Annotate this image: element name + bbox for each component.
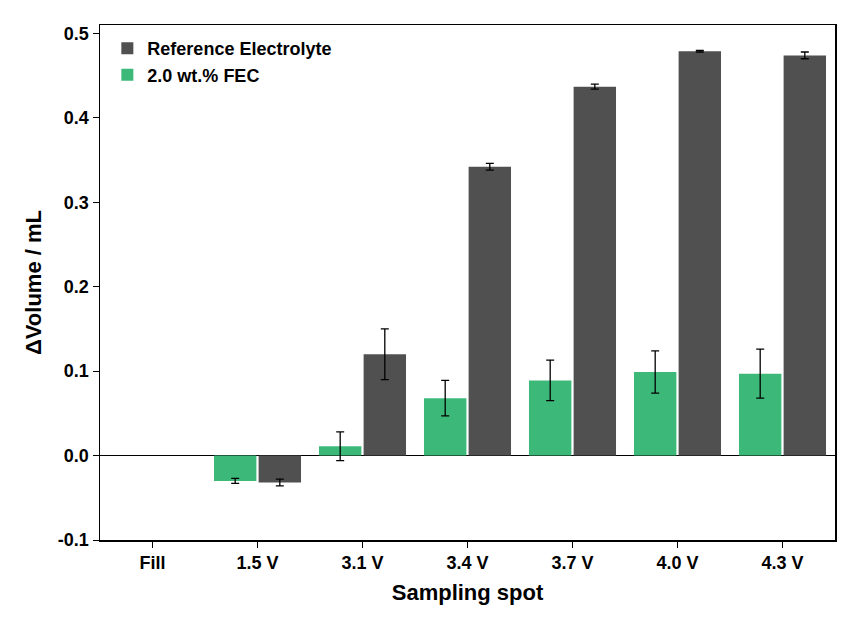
svg-text:4.3 V: 4.3 V: [761, 553, 803, 573]
svg-text:4.0 V: 4.0 V: [656, 553, 698, 573]
svg-text:0.3: 0.3: [64, 193, 89, 213]
svg-text:0.4: 0.4: [64, 108, 89, 128]
svg-text:0.0: 0.0: [64, 446, 89, 466]
svg-text:3.4 V: 3.4 V: [446, 553, 488, 573]
svg-text:Reference Electrolyte: Reference Electrolyte: [147, 39, 331, 59]
svg-text:3.7 V: 3.7 V: [551, 553, 593, 573]
svg-text:0.2: 0.2: [64, 277, 89, 297]
svg-text:-0.1: -0.1: [58, 530, 89, 550]
svg-text:Sampling spot: Sampling spot: [392, 580, 544, 605]
svg-text:ΔVolume / mL: ΔVolume / mL: [21, 210, 46, 355]
svg-text:1.5 V: 1.5 V: [236, 553, 278, 573]
svg-text:2.0 wt.% FEC: 2.0 wt.% FEC: [147, 66, 259, 86]
svg-text:Fill: Fill: [140, 553, 166, 573]
svg-text:0.1: 0.1: [64, 361, 89, 381]
svg-text:3.1 V: 3.1 V: [341, 553, 383, 573]
svg-text:0.5: 0.5: [64, 24, 89, 44]
